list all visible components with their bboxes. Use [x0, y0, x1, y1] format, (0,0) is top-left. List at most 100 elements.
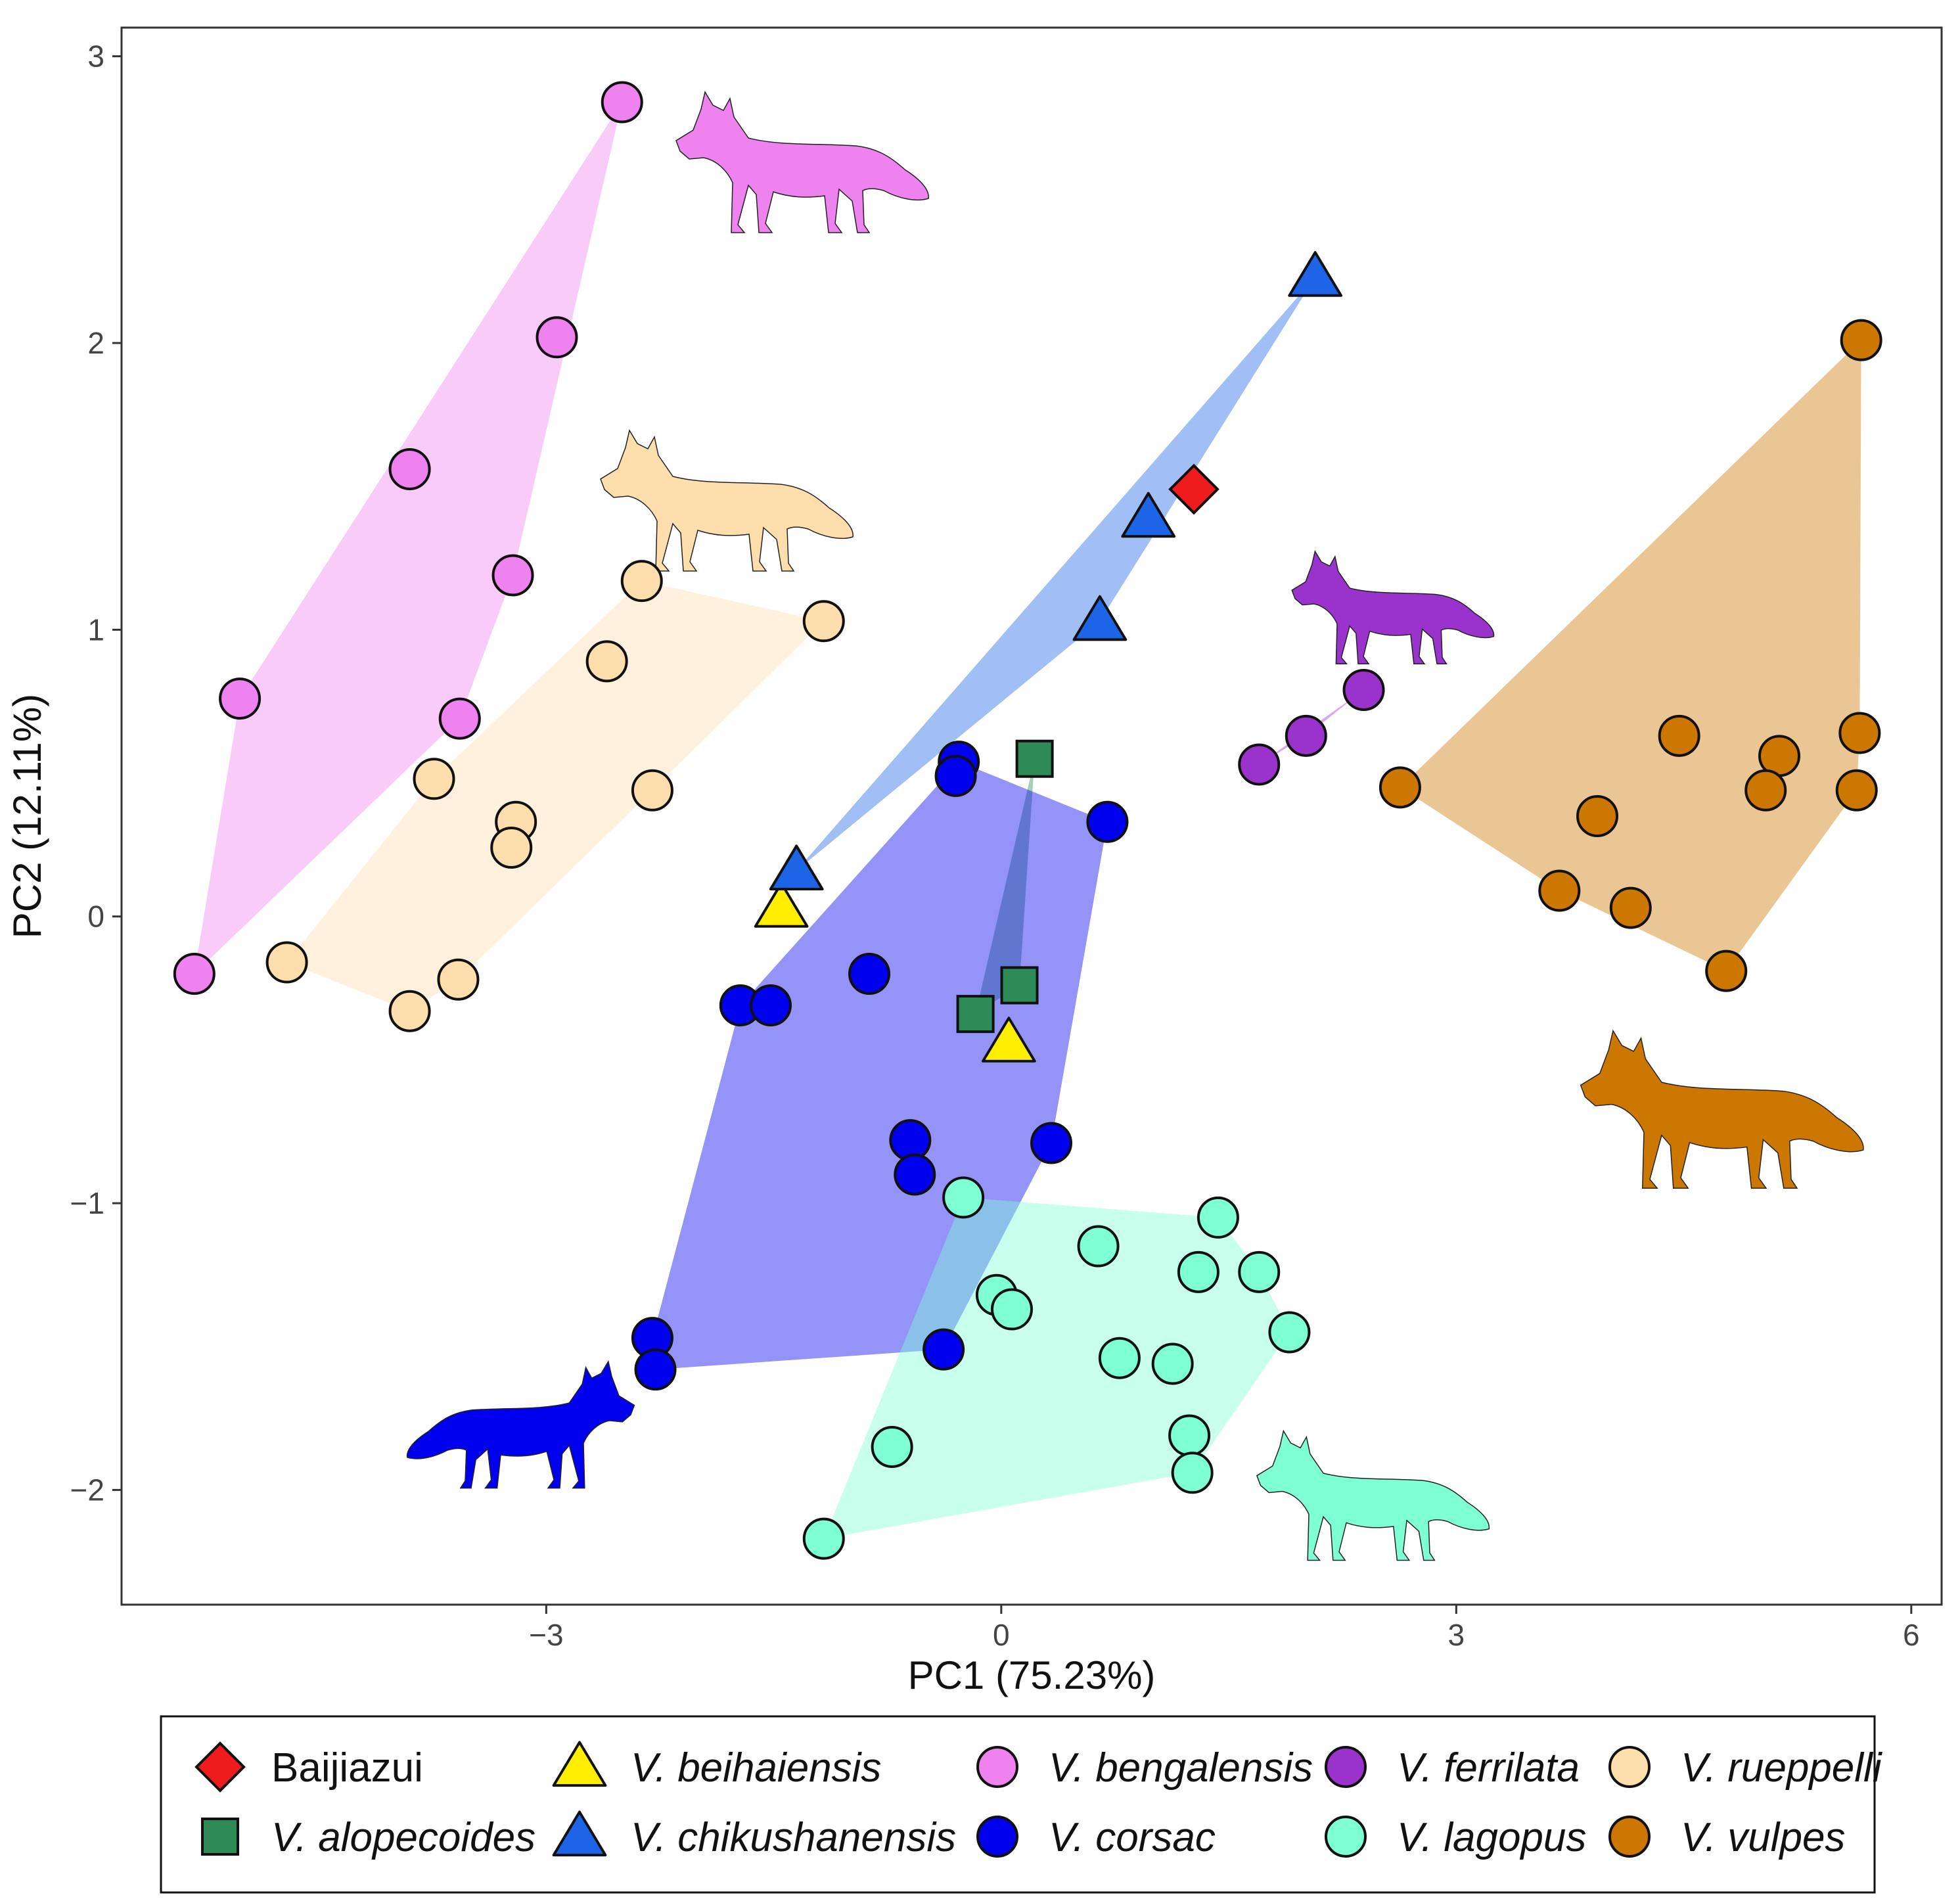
hull-v-rueppelli — [286, 581, 824, 1011]
point-v-vulpes — [1379, 766, 1421, 809]
point-v-beihaiensis — [982, 1017, 1036, 1063]
point-v-lagopus — [1197, 1196, 1239, 1239]
vulpes-fox-icon — [1580, 1029, 1864, 1189]
point-v-rueppelli — [631, 769, 673, 812]
point-v-rueppelli — [490, 827, 533, 869]
y-tick-label: −2 — [70, 1473, 104, 1507]
legend-label-v-ferrilata: V. ferrilata — [1397, 1745, 1580, 1791]
point-v-bengalensis — [438, 697, 481, 740]
point-v-corsac — [889, 1119, 932, 1162]
point-v-corsac — [1030, 1122, 1073, 1164]
legend-label-v-vulpes: V. vulpes — [1681, 1815, 1845, 1860]
point-v-lagopus — [990, 1288, 1033, 1331]
legend-key-v-lagopus — [1325, 1816, 1367, 1858]
point-v-lagopus — [1238, 1250, 1281, 1293]
point-v-vulpes — [1576, 795, 1619, 837]
y-tick-label: −1 — [70, 1186, 104, 1220]
legend: Baijiazui V. alopecoides V. beihaiensis V. … — [160, 1715, 1883, 1894]
x-tick-label: 6 — [1903, 1618, 1920, 1652]
y-tick-label: 2 — [87, 326, 104, 360]
legend-key-v-beihaiensis — [552, 1741, 607, 1787]
hull-v-corsac — [652, 762, 1108, 1370]
legend-key-v-vulpes — [1608, 1816, 1651, 1858]
point-v-alopecoides — [1015, 739, 1054, 778]
legend-key-v-bengalensis — [976, 1746, 1018, 1788]
legend-label-baijiazui: Baijiazui — [271, 1745, 423, 1791]
point-v-corsac — [749, 984, 792, 1026]
legend-box — [160, 1715, 1876, 1894]
point-v-bengalensis — [601, 81, 643, 124]
point-v-lagopus — [871, 1426, 913, 1468]
point-v-lagopus — [1098, 1337, 1141, 1379]
point-v-vulpes — [1835, 769, 1878, 812]
legend-label-v-beihaiensis: V. beihaiensis — [631, 1745, 881, 1791]
point-baijiazui — [1168, 463, 1219, 515]
point-v-bengalensis — [219, 677, 262, 720]
legend-label-v-lagopus: V. lagopus — [1397, 1815, 1586, 1860]
hull-v-vulpes — [1400, 340, 1861, 971]
point-v-lagopus — [1171, 1452, 1214, 1494]
point-v-ferrilata — [1238, 743, 1281, 786]
hull-v-chikushanensis — [796, 277, 1315, 871]
y-tick-label: 3 — [87, 39, 104, 74]
point-v-rueppelli — [437, 958, 480, 1001]
x-tick-label: 0 — [993, 1618, 1010, 1652]
point-v-chikushanensis — [1121, 492, 1176, 538]
point-v-corsac — [1086, 800, 1129, 843]
hull-v-bengalensis — [194, 102, 622, 974]
point-v-bengalensis — [388, 448, 431, 490]
rueppelli-fox-icon — [600, 429, 854, 572]
point-v-rueppelli — [265, 941, 308, 984]
point-v-bengalensis — [173, 953, 216, 995]
point-v-chikushanensis — [1288, 251, 1343, 297]
point-v-lagopus — [802, 1517, 845, 1560]
hull-v-lagopus — [823, 1197, 1290, 1539]
legend-label-v-bengalensis: V. bengalensis — [1049, 1745, 1313, 1791]
plot-panel-border — [120, 26, 1943, 1606]
point-v-vulpes — [1658, 714, 1700, 757]
point-v-ferrilata — [1285, 714, 1327, 757]
point-v-lagopus — [942, 1176, 985, 1219]
x-tick-label: −3 — [529, 1618, 563, 1652]
corsac-fox-icon — [407, 1360, 635, 1489]
point-v-vulpes — [1744, 769, 1787, 812]
legend-key-v-chikushanensis — [552, 1810, 607, 1857]
ferrilata-fox-icon — [1291, 550, 1495, 664]
legend-key-baijiazui — [194, 1741, 246, 1793]
legend-label-v-alopecoides: V. alopecoides — [271, 1815, 536, 1860]
convex-hulls — [194, 102, 1861, 1539]
point-v-rueppelli — [585, 640, 628, 683]
point-v-lagopus — [1168, 1414, 1211, 1457]
point-v-rueppelli — [620, 560, 663, 603]
point-v-rueppelli — [802, 600, 845, 643]
bengalensis-fox-icon — [675, 91, 929, 233]
point-v-vulpes — [1538, 869, 1581, 912]
point-v-corsac — [848, 953, 891, 995]
point-v-vulpes — [1838, 712, 1881, 754]
legend-key-v-ferrilata — [1325, 1746, 1367, 1788]
hull-v-alopecoides — [975, 758, 1035, 1015]
y-tick-label: 0 — [87, 900, 104, 934]
point-v-lagopus — [1151, 1342, 1194, 1385]
point-v-vulpes — [1609, 886, 1652, 929]
y-axis-title: PC2 (12.11%) — [5, 694, 49, 938]
legend-label-v-corsac: V. corsac — [1049, 1815, 1216, 1860]
point-v-lagopus — [1268, 1311, 1311, 1354]
point-v-corsac — [934, 754, 977, 797]
point-v-chikushanensis — [1072, 595, 1128, 641]
legend-key-v-alopecoides — [201, 1818, 239, 1856]
point-v-lagopus — [1077, 1225, 1120, 1268]
point-v-rueppelli — [413, 758, 455, 800]
point-v-vulpes — [1840, 319, 1882, 361]
point-v-lagopus — [1177, 1250, 1219, 1293]
lagopus-fox-icon — [1256, 1429, 1490, 1561]
legend-label-v-chikushanensis: V. chikushanensis — [631, 1815, 956, 1860]
legend-key-v-corsac — [976, 1816, 1018, 1858]
data-points — [173, 81, 1882, 1560]
fox-silhouettes — [407, 91, 1864, 1561]
point-v-alopecoides — [1000, 966, 1039, 1005]
point-v-corsac — [923, 1328, 965, 1371]
y-tick-label: 1 — [87, 612, 104, 647]
point-v-ferrilata — [1342, 669, 1385, 711]
